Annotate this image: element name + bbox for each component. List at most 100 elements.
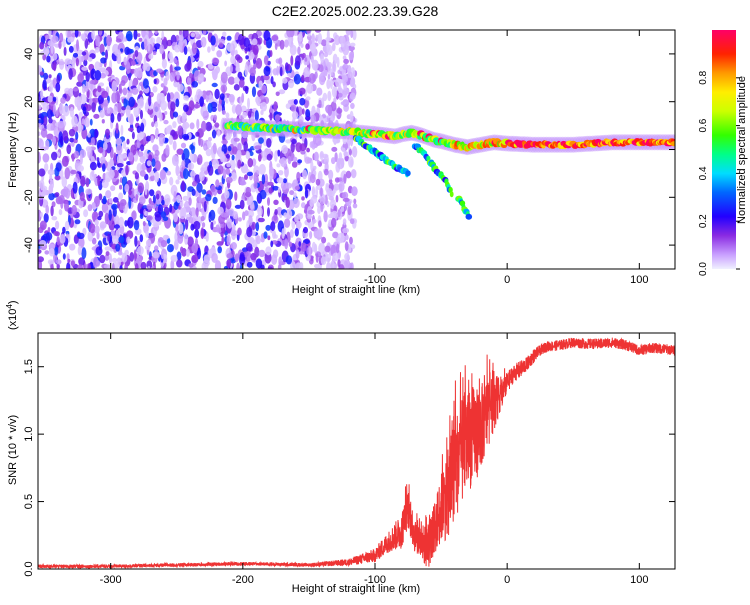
- spectrogram-noise-cell: [58, 40, 62, 50]
- spectrogram-noise-cell: [197, 76, 201, 82]
- spectrogram-noise-cell: [285, 139, 292, 144]
- spectrogram-noise-cell: [93, 113, 100, 119]
- spectrogram-noise-cell: [120, 124, 124, 136]
- spectrogram-noise-cell: [343, 151, 348, 157]
- spectrogram-noise-cell: [326, 261, 331, 269]
- spectrogram-noise-cell: [207, 102, 213, 113]
- spectrogram-noise-cell: [58, 209, 63, 216]
- spectrogram-noise-cell: [175, 179, 180, 185]
- spectrogram-noise-cell: [221, 139, 229, 145]
- spectrogram-noise-cell: [310, 160, 314, 172]
- spectrogram-noise-cell: [190, 151, 195, 163]
- spectrogram-noise-cell: [40, 127, 48, 138]
- spectrogram-noise-cell: [263, 231, 268, 239]
- spectrogram-noise-cell: [234, 253, 239, 262]
- spectrogram-noise-cell: [71, 204, 77, 216]
- spectrogram-noise-cell: [115, 144, 123, 155]
- spectrogram-noise-cell: [235, 66, 241, 73]
- spectrogram-noise-cell: [156, 68, 163, 73]
- spectrogram-noise-cell: [349, 92, 356, 100]
- spectrogram-noise-cell: [342, 75, 346, 87]
- spectrogram-noise-cell: [163, 119, 169, 125]
- snr-frame: [37, 332, 676, 570]
- spectrogram-noise-cell: [134, 235, 138, 247]
- spectrogram-noise-cell: [239, 199, 245, 210]
- spectrogram-noise-cell: [188, 197, 192, 206]
- spectrogram-noise-cell: [55, 82, 61, 93]
- spectrogram-noise-cell: [62, 253, 66, 260]
- spectrogram-noise-cell: [97, 174, 101, 187]
- spectrogram-noise-cell: [261, 150, 266, 158]
- spectrogram-noise-cell: [225, 176, 233, 184]
- spectrogram-noise-cell: [47, 169, 55, 176]
- spectrogram-noise-cell: [39, 179, 45, 191]
- spectrogram-noise-cell: [115, 137, 123, 146]
- spectrogram-noise-cell: [237, 159, 242, 169]
- spectrogram-noise-cell: [139, 213, 144, 220]
- spectrogram-noise-cell: [160, 211, 167, 219]
- spectrogram-noise-cell: [134, 172, 139, 180]
- spectrogram-noise-cell: [231, 229, 237, 241]
- spectrogram-noise-cell: [309, 199, 314, 208]
- spectrogram-noise-cell: [119, 199, 127, 207]
- spectrogram-noise-cell: [98, 210, 104, 218]
- spectrogram-noise-cell: [277, 264, 282, 269]
- spectrogram-noise-cell: [133, 249, 137, 262]
- spectrogram-noise-cell: [250, 252, 257, 261]
- spectrogram-noise-cell: [281, 144, 288, 154]
- spectrogram-noise-cell: [200, 138, 204, 148]
- spectrogram-noise-cell: [139, 96, 144, 107]
- spectrogram-noise-cell: [44, 49, 50, 55]
- spectrogram-noise-cell: [98, 30, 103, 36]
- spectrogram-noise-cell: [188, 100, 195, 111]
- spectrogram-noise-cell: [98, 146, 104, 154]
- spectrogram-noise-cell: [161, 199, 165, 206]
- spectrogram-noise-cell: [188, 216, 193, 224]
- y-tick-label: 0.0: [23, 561, 35, 576]
- spectrogram-noise-cell: [155, 127, 159, 140]
- spectrogram-noise-cell: [139, 196, 146, 205]
- spectrogram-noise-cell: [223, 265, 229, 269]
- spectrogram-noise-cell: [219, 93, 225, 101]
- spectrogram-noise-cell: [53, 61, 57, 72]
- spectrogram-noise-cell: [324, 245, 331, 253]
- spectrogram-noise-cell: [305, 116, 311, 121]
- y-tick-label: 0: [23, 146, 35, 152]
- spectrogram-noise-cell: [265, 224, 272, 231]
- spectrogram-noise-cell: [102, 163, 106, 172]
- spectrogram-noise-cell: [225, 198, 232, 210]
- spectrogram-noise-cell: [125, 164, 129, 176]
- spectrogram-noise-cell: [262, 156, 267, 161]
- spectrogram-noise-cell: [43, 72, 49, 80]
- spectrogram-noise-cell: [110, 113, 115, 123]
- spectrogram-noise-cell: [193, 104, 201, 109]
- spectrogram-noise-cell: [97, 216, 102, 221]
- spectrogram-noise-cell: [89, 161, 97, 171]
- spectrogram-noise-cell: [300, 43, 304, 48]
- spectrogram-noise-cell: [182, 115, 186, 124]
- spectrogram-noise-cell: [268, 187, 273, 194]
- spectrogram-noise-cell: [104, 246, 112, 251]
- spectrogram-noise-cell: [337, 209, 341, 218]
- spectrogram-noise-cell: [139, 170, 146, 177]
- spectrogram-noise-cell: [194, 229, 200, 239]
- spectrogram-noise-cell: [94, 225, 100, 234]
- spectrogram-noise-cell: [245, 55, 249, 60]
- spectrogram-noise-cell: [103, 141, 108, 151]
- y-tick-label: -40: [23, 237, 35, 253]
- spectrogram-noise-cell: [139, 156, 146, 163]
- spectrogram-noise-cell: [45, 232, 53, 241]
- snr-multiplier-exp: 4: [5, 304, 14, 309]
- spectrogram-noise-cell: [166, 92, 171, 103]
- spectrogram-noise-cell: [100, 57, 107, 64]
- spectrogram-noise-cell: [280, 157, 287, 168]
- spectrogram-noise-cell: [306, 147, 310, 153]
- spectrogram-noise-cell: [46, 133, 54, 140]
- spectrogram-noise-cell: [98, 67, 107, 73]
- spectrogram-noise-cell: [276, 206, 283, 216]
- spectrogram-noise-cell: [335, 194, 339, 203]
- spectrogram-noise-cell: [263, 55, 269, 66]
- spectrogram-noise-cell: [111, 92, 118, 104]
- spectrogram-noise-cell: [114, 224, 120, 229]
- spectrogram-noise-cell: [237, 34, 245, 46]
